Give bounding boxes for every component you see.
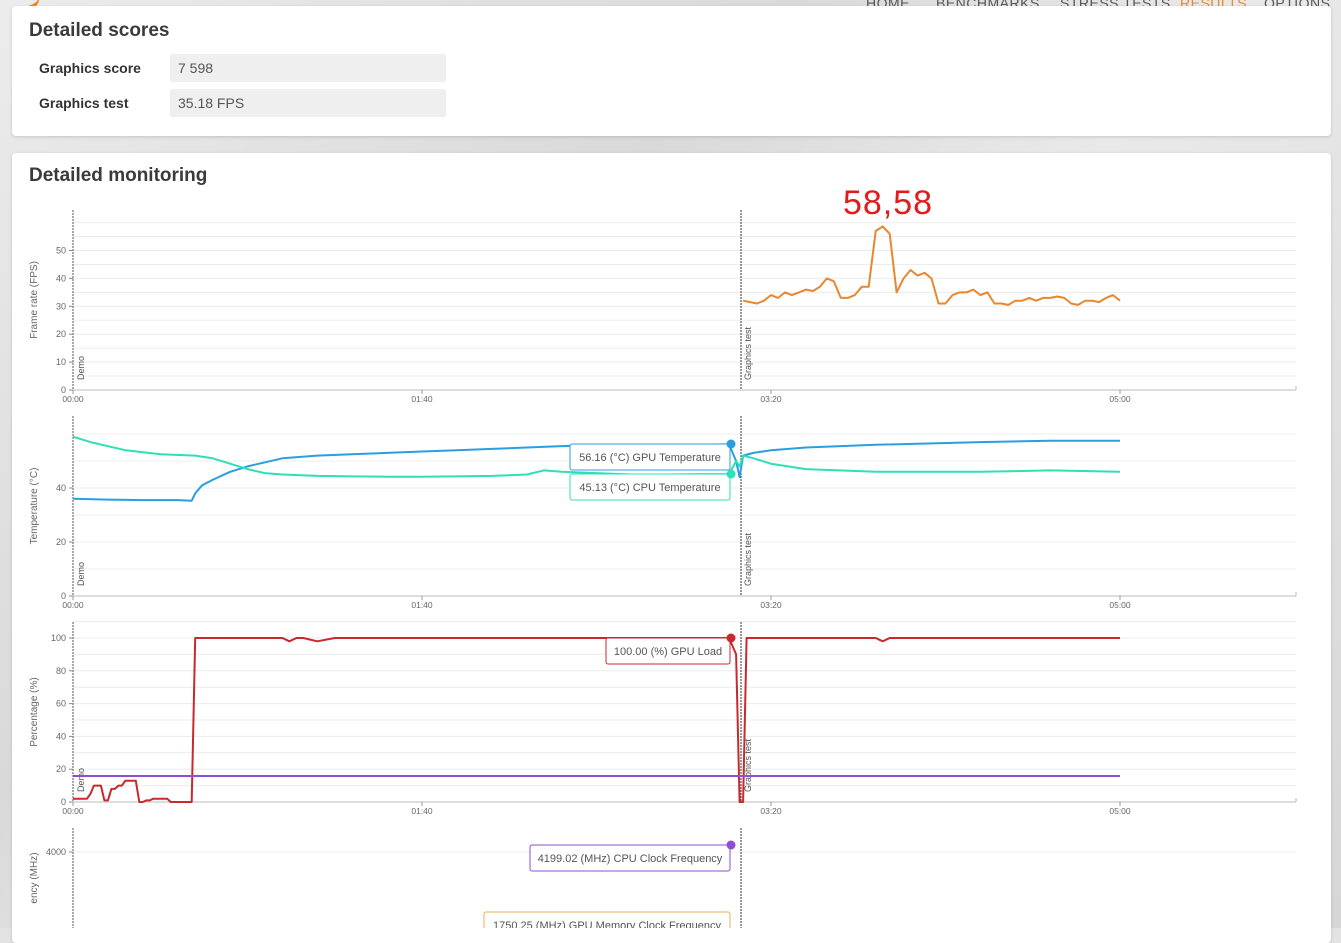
y-tick-label: 20 — [56, 764, 66, 774]
hover-dot — [726, 840, 736, 850]
y-tick-label: 40 — [56, 483, 66, 493]
hover-dot — [726, 633, 736, 643]
tooltip-text: 56.16 (°C) GPU Temperature — [579, 452, 721, 464]
nav-benchmarks[interactable]: BENCHMARKS — [936, 0, 1040, 11]
x-tick-label: 03:20 — [760, 806, 782, 816]
x-tick-label: 03:20 — [760, 600, 782, 610]
nav-home[interactable]: HOME — [866, 0, 910, 11]
x-tick-label: 00:00 — [62, 806, 84, 816]
series-line-frame-rate — [742, 225, 1121, 306]
detailed-monitoring-panel: Detailed monitoring — [12, 153, 1331, 943]
graphics-test-marker-label: Graphics test — [743, 738, 753, 792]
tooltip-text: 4199.02 (MHz) CPU Clock Frequency — [538, 853, 723, 865]
detailed-scores-title: Detailed scores — [29, 20, 170, 41]
hover-dot — [726, 439, 736, 449]
x-tick-label: 01:40 — [411, 394, 433, 404]
x-tick-label: 03:20 — [760, 394, 782, 404]
y-tick-label: 20 — [56, 537, 66, 547]
tooltip-text: 45.13 (°C) CPU Temperature — [579, 482, 720, 494]
nav-stress-tests[interactable]: STRESS TESTS — [1060, 0, 1171, 11]
y-tick-label: 0 — [61, 385, 66, 395]
y-tick-label: 20 — [56, 329, 66, 339]
y-tick-label: 0 — [61, 797, 66, 807]
nav-options[interactable]: OPTIONS — [1264, 0, 1331, 11]
x-tick-label: 00:00 — [62, 600, 84, 610]
x-tick-label: 01:40 — [411, 600, 433, 610]
x-tick-label: 05:00 — [1109, 806, 1131, 816]
y-tick-label: 50 — [56, 246, 66, 256]
graphics-test-marker-label: Graphics test — [743, 326, 753, 380]
detailed-scores-panel: Detailed scores Graphics score 7 598 Gra… — [12, 6, 1331, 136]
series-line-cpu-temperature — [72, 435, 1121, 478]
y-tick-label: 60 — [56, 699, 66, 709]
tooltip-box — [529, 844, 731, 872]
detailed-monitoring-title: Detailed monitoring — [29, 165, 208, 186]
tooltip-box — [605, 637, 731, 665]
chart-y-label: Frame rate (FPS) — [29, 261, 40, 339]
y-tick-label: 80 — [56, 666, 66, 676]
tooltip-box — [569, 443, 731, 471]
y-tick-label: 100 — [51, 633, 66, 643]
tooltip-text: 1750.25 (MHz) GPU Memory Clock Frequency — [493, 920, 722, 928]
tooltip-box — [483, 911, 731, 928]
chart-y-label: Temperature (°C) — [29, 468, 40, 545]
tooltip-text: 100.00 (%) GPU Load — [614, 646, 722, 658]
demo-marker-label: Demo — [76, 356, 86, 380]
graphics-score-value: 7 598 — [170, 54, 446, 82]
y-tick-label: 4000 — [46, 847, 66, 857]
demo-marker-label: Demo — [76, 768, 86, 792]
y-tick-label: 30 — [56, 301, 66, 311]
x-tick-label: 01:40 — [411, 806, 433, 816]
graphics-test-value: 35.18 FPS — [170, 89, 446, 117]
demo-marker-label: Demo — [76, 562, 86, 586]
graphics-test-label: Graphics test — [39, 95, 129, 111]
x-tick-label: 05:00 — [1109, 600, 1131, 610]
x-tick-label: 00:00 — [62, 394, 84, 404]
y-tick-label: 40 — [56, 731, 66, 741]
chart-y-label: ency (MHz) — [29, 852, 40, 903]
series-line-gpu-temperature — [72, 439, 1120, 502]
y-tick-label: 40 — [56, 273, 66, 283]
series-line-gpu-load — [73, 637, 1120, 803]
handwritten-annotation: 58,58 — [843, 184, 933, 222]
graphics-test-marker-label: Graphics test — [743, 532, 753, 586]
top-navigation: HOME BENCHMARKS STRESS TESTS RESULTS OPT… — [0, 0, 1341, 12]
graphics-score-label: Graphics score — [39, 60, 141, 76]
y-tick-label: 10 — [56, 357, 66, 367]
hover-dot — [726, 469, 736, 479]
y-tick-label: 0 — [61, 591, 66, 601]
chart-y-label: Percentage (%) — [29, 677, 40, 746]
nav-results[interactable]: RESULTS — [1180, 0, 1247, 11]
x-tick-label: 05:00 — [1109, 394, 1131, 404]
tooltip-box — [569, 473, 731, 501]
